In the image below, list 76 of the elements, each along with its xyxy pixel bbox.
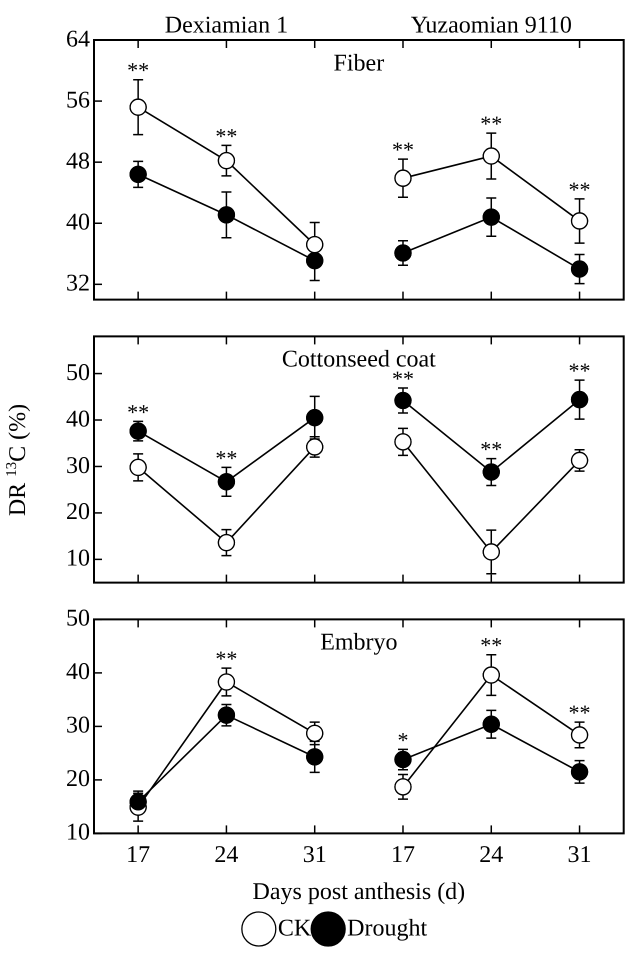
y-tick-label: 64 <box>66 26 90 52</box>
chart-title: Fiber <box>334 50 384 76</box>
point <box>570 726 588 744</box>
legend-label: CK <box>278 915 312 942</box>
data-label: ** <box>215 123 238 148</box>
point <box>129 793 147 810</box>
y-tick-label: 32 <box>66 270 90 297</box>
y-tick-label: 40 <box>66 210 90 236</box>
point <box>129 98 147 116</box>
x-axis-title: Days post anthesis (d) <box>252 878 466 905</box>
point <box>394 392 412 410</box>
point <box>306 724 324 742</box>
point <box>482 208 500 226</box>
point <box>482 463 500 481</box>
x-tick-label: 24 <box>479 842 504 868</box>
point <box>482 716 500 733</box>
legend-label: Drought <box>347 915 428 942</box>
x-tick-label: 31 <box>568 842 592 868</box>
x-tick-label: 17 <box>126 842 150 868</box>
data-label: ** <box>215 445 238 470</box>
data-label: ** <box>127 58 150 83</box>
point <box>218 152 236 170</box>
data-label: ** <box>392 137 414 162</box>
data-label: ** <box>480 436 502 462</box>
y-tick-label: 56 <box>66 87 90 114</box>
point <box>218 673 236 691</box>
point <box>306 252 324 270</box>
point <box>218 473 236 490</box>
text: Dexiamian 1 <box>164 12 288 38</box>
data-label: * <box>397 727 408 752</box>
data-label: ** <box>215 646 238 672</box>
chart-title: Embryo <box>320 630 398 656</box>
point <box>218 534 236 552</box>
point <box>394 433 412 450</box>
data-label: ** <box>568 176 591 202</box>
point <box>306 748 324 766</box>
y-tick-label: 20 <box>66 766 90 792</box>
y-tick-label: 40 <box>66 659 90 686</box>
point <box>306 236 324 254</box>
x-tick-label: 24 <box>214 842 238 868</box>
point <box>482 666 500 684</box>
y-tick-label: 40 <box>66 406 90 432</box>
point <box>306 438 324 456</box>
point <box>394 750 412 768</box>
y-tick-label: 10 <box>66 546 90 572</box>
y-tick-label: 50 <box>66 606 90 632</box>
y-tick-label: 30 <box>66 452 90 479</box>
point <box>129 166 147 184</box>
point <box>570 260 588 278</box>
y-tick-label: 50 <box>66 360 90 386</box>
point <box>129 458 147 476</box>
x-tick-label: 31 <box>302 842 327 868</box>
text: Yuzaomian 9110 <box>410 12 572 38</box>
point <box>482 543 500 561</box>
point <box>394 170 412 187</box>
point <box>218 706 236 724</box>
point <box>570 763 588 781</box>
point <box>129 422 147 440</box>
point <box>482 147 500 165</box>
data-label: ** <box>568 700 591 726</box>
y-tick-label: 48 <box>66 148 90 174</box>
data-label: ** <box>127 399 150 424</box>
data-label: ** <box>568 358 591 384</box>
y-tick-label: 20 <box>66 499 90 526</box>
point <box>570 452 588 470</box>
data-label: ** <box>480 632 502 658</box>
y-tick-label: 30 <box>66 712 90 739</box>
point <box>394 778 412 796</box>
point <box>570 212 588 230</box>
point <box>218 206 236 224</box>
point <box>394 244 412 262</box>
point <box>570 390 588 408</box>
data-label: ** <box>480 111 502 136</box>
point <box>306 409 324 426</box>
y-tick-label: 10 <box>66 820 90 846</box>
x-tick-label: 17 <box>390 842 415 868</box>
